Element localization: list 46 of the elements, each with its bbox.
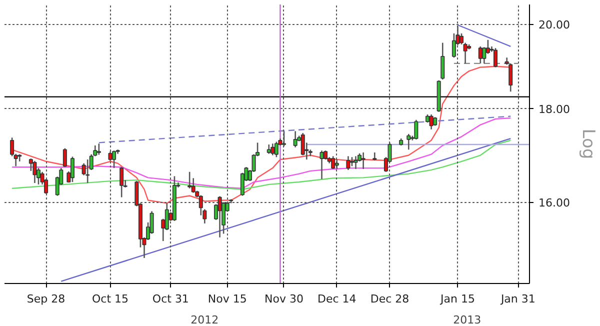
- line-series: [11, 117, 512, 189]
- candlestick: [429, 114, 434, 130]
- candlestick: [96, 142, 101, 156]
- candlestick: [112, 150, 116, 169]
- x-tick-label: Jan 15: [440, 292, 475, 306]
- candlestick: [300, 132, 305, 156]
- y-tick-label: 20.00: [538, 18, 570, 32]
- candlestick: [266, 144, 271, 154]
- candlestick: [120, 166, 124, 198]
- candlestick: [331, 156, 336, 170]
- candlestick: [508, 62, 513, 92]
- text: 2013: [453, 314, 482, 326]
- x-tick-label: Nov 30: [264, 292, 304, 306]
- candlestick: [188, 171, 192, 190]
- y-axis-title: Log: [578, 128, 598, 160]
- x-tick-label: Oct 31: [152, 292, 189, 306]
- x-tick-label: Nov 15: [208, 292, 247, 306]
- candlestick: [486, 39, 490, 55]
- candlestick: [270, 142, 275, 156]
- x-tick-label: Oct 15: [92, 292, 129, 306]
- y-tick-label: 16.00: [538, 196, 570, 210]
- candlestick: [494, 47, 498, 68]
- candlestick: [108, 150, 112, 162]
- candlestick: [350, 156, 354, 167]
- candlestick: [334, 158, 339, 170]
- x-tick-label: Dec 14: [317, 292, 356, 306]
- candlestick: [478, 46, 482, 64]
- line-series: [11, 140, 512, 190]
- candlestick: [320, 150, 324, 180]
- candlestick: [414, 119, 418, 140]
- candlestick: [361, 152, 366, 170]
- candlestick: [346, 156, 350, 171]
- candlestick: [293, 130, 298, 148]
- x-tick-label: Dec 28: [370, 292, 410, 306]
- x-tick-label: Jan 31: [500, 292, 536, 306]
- candlestick: [32, 160, 37, 184]
- y-tick-label: 18.00: [538, 102, 570, 116]
- candlestick: [354, 156, 358, 170]
- candlestick: [440, 42, 445, 80]
- text: 2012: [190, 314, 219, 326]
- x-tick-label: Sep 28: [26, 292, 66, 306]
- candlestick: [274, 141, 278, 158]
- candlestick: [406, 133, 411, 150]
- candlestick: [282, 130, 286, 148]
- candlestick: [70, 156, 74, 183]
- candlestick: [62, 148, 67, 168]
